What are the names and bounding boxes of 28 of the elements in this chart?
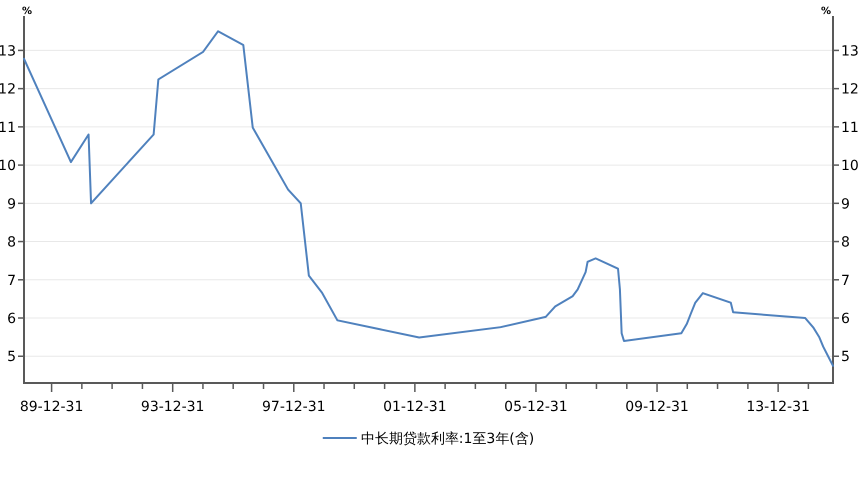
- x-tick-label: 05-12-31: [504, 399, 568, 415]
- y2-tick-label: 9: [841, 196, 850, 212]
- x-tick-label: 89-12-31: [20, 399, 84, 415]
- y2-axis-title: %: [820, 6, 832, 17]
- y2-tick-label: 12: [841, 82, 859, 98]
- y-tick-label: 5: [7, 349, 16, 366]
- y2-tick-label: 7: [841, 272, 850, 289]
- legend-label: 中长期贷款利率:1至3年(含): [360, 431, 534, 447]
- y-tick-label: 11: [0, 120, 16, 136]
- y-axis-title: %: [22, 6, 32, 17]
- y-tick-label: 10: [0, 158, 16, 174]
- y-tick-label: 7: [7, 272, 16, 289]
- y2-tick-label: 10: [841, 158, 859, 174]
- x-tick-label: 93-12-31: [140, 399, 204, 415]
- x-tick-label: 13-12-31: [746, 399, 810, 415]
- y-tick-label: 13: [0, 43, 16, 60]
- y-tick-label: 6: [7, 311, 16, 328]
- x-tick-label: 09-12-31: [625, 399, 689, 415]
- y2-tick-label: 11: [841, 120, 859, 136]
- y2-tick-label: 13: [841, 43, 859, 60]
- y-tick-label: 12: [0, 82, 16, 98]
- y-tick-label: 9: [7, 196, 16, 212]
- y-tick-label: 8: [7, 234, 16, 251]
- y2-tick-label: 5: [841, 349, 850, 366]
- x-tick-label: 01-12-31: [383, 399, 447, 415]
- y2-tick-label: 6: [841, 311, 850, 328]
- y2-tick-label: 8: [841, 234, 850, 251]
- x-tick-label: 97-12-31: [262, 399, 326, 415]
